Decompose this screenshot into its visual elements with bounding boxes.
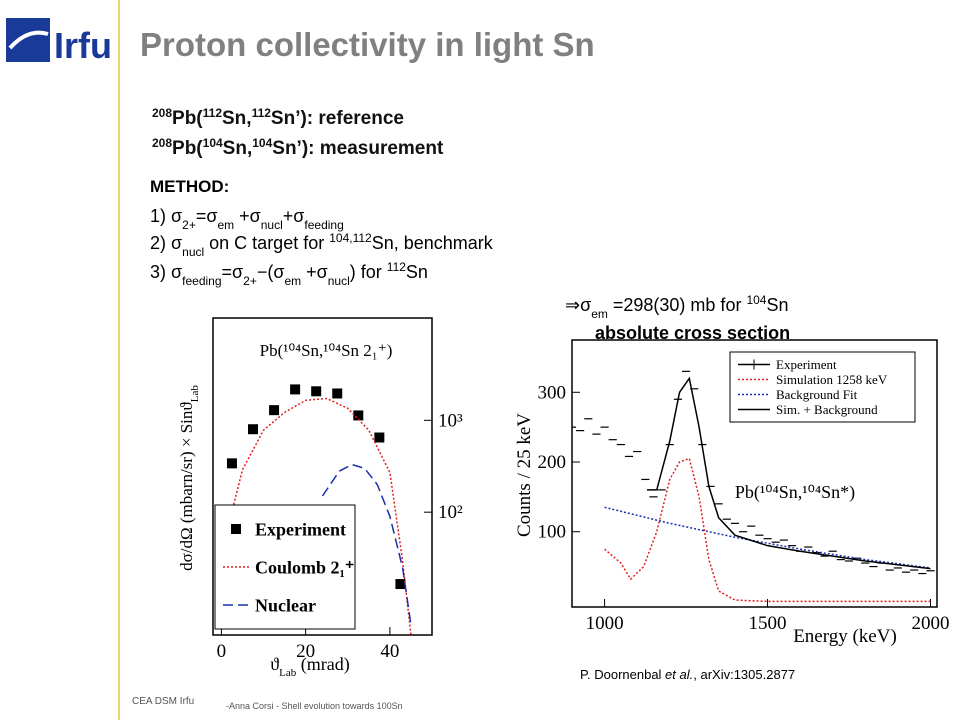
result-line: ⇒σem =298(30) mb for 104Sn — [565, 293, 789, 321]
data-point — [248, 424, 259, 435]
reaction-line: 208Pb(104Sn,104Sn’): measurement — [152, 136, 444, 159]
x-tick-label: 20 — [296, 641, 315, 662]
series-line — [229, 397, 412, 636]
legend-label: Coulomb 2₁⁺ — [255, 557, 354, 577]
plot-frame — [212, 317, 433, 636]
logo-text: Irfu — [54, 25, 112, 66]
data-point — [269, 405, 280, 416]
legend-label: Experiment — [255, 519, 346, 539]
citation: P. Doornenbal et al., arXiv:1305.2877 — [580, 667, 795, 682]
legend-label: Experiment — [776, 357, 837, 372]
chart: 1000 1500 2000 100 200 300 ExperimentSimulatio… — [538, 339, 949, 634]
chart-annotation: Pb(¹⁰⁴Sn,¹⁰⁴Sn*) — [735, 482, 855, 503]
method-heading: METHOD: — [150, 177, 229, 196]
x-axis-label: ϑLab (mrad) — [270, 654, 350, 679]
method-line: 1) σ2+=σem +σnucl+σfeeding — [150, 206, 344, 232]
legend-label: Background Fit — [776, 387, 858, 402]
chart-annotation: Pb(¹⁰⁴Sn,¹⁰⁴Sn 2₁⁺) — [260, 341, 393, 360]
reaction-line: 208Pb(112Sn,112Sn’): reference — [152, 106, 404, 129]
data-point — [311, 386, 322, 397]
series-line — [604, 457, 931, 603]
series-line — [646, 376, 931, 570]
method-line: 3) σfeeding=σ2+−(σem +σnucl) for 112Sn — [150, 260, 428, 288]
logo-icon — [6, 18, 50, 62]
x-tick-label: 1500 — [749, 613, 787, 634]
chart: 0 20 40 10² 10³ Experiment Coulomb 2₁⁺ Nuclear — [212, 317, 463, 662]
data-point — [290, 384, 301, 395]
data-point — [395, 579, 406, 590]
legend-label: Sim. + Background — [776, 402, 878, 417]
x-axis-label: Energy (keV) — [793, 626, 897, 647]
y-tick-label: 10³ — [438, 410, 463, 431]
series-line — [604, 506, 931, 569]
data-point — [374, 432, 385, 443]
legend-box — [729, 351, 916, 423]
legend-label: Nuclear — [255, 595, 316, 615]
result-subtitle: absolute cross section — [595, 323, 790, 343]
x-tick-label: 0 — [217, 641, 227, 662]
y-tick-label: 10² — [438, 502, 463, 523]
footer-left: CEA DSM Irfu — [132, 696, 194, 707]
y-axis-label: dσ/dΩ (mbarn/sr) × SinϑLab — [177, 385, 201, 571]
y-axis-label: Counts / 25 keV — [514, 413, 535, 537]
plot-frame — [571, 339, 938, 608]
data-point — [353, 410, 364, 421]
y-tick-label: 100 — [538, 522, 567, 543]
footer-center: -Anna Corsi - Shell evolution towards 10… — [226, 701, 403, 711]
left-chart-labels: Pb(¹⁰⁴Sn,¹⁰⁴Sn 2₁⁺) ϑLab (mrad) dσ/dΩ (m… — [177, 341, 897, 679]
series-line — [321, 463, 412, 625]
data-point — [226, 458, 237, 469]
data-point — [332, 388, 343, 399]
x-tick-label: 40 — [380, 641, 399, 662]
y-tick-label: 300 — [538, 382, 567, 403]
x-tick-label: 2000 — [911, 613, 949, 634]
slide-title: Proton collectivity in light Sn — [140, 26, 595, 63]
y-tick-label: 200 — [538, 452, 567, 473]
method-line: 2) σnucl on C target for 104,112Sn, benc… — [150, 231, 494, 259]
legend-marker — [231, 524, 241, 534]
legend-label: Simulation 1258 keV — [776, 372, 888, 387]
logo-swoosh — [8, 30, 49, 50]
x-tick-label: 1000 — [586, 613, 624, 634]
